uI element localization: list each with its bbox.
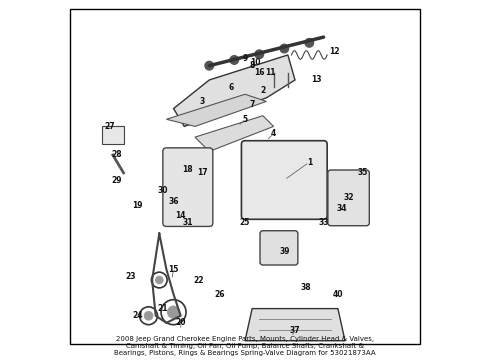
Circle shape xyxy=(280,44,289,53)
Circle shape xyxy=(167,306,180,319)
Text: 28: 28 xyxy=(111,150,122,159)
Text: 8: 8 xyxy=(249,61,255,70)
Text: 3: 3 xyxy=(199,97,205,106)
Text: 26: 26 xyxy=(215,290,225,299)
Circle shape xyxy=(205,62,214,70)
Text: 2: 2 xyxy=(260,86,266,95)
Text: 34: 34 xyxy=(336,204,347,213)
Text: 7: 7 xyxy=(249,100,255,109)
Text: 40: 40 xyxy=(333,290,343,299)
Text: 21: 21 xyxy=(158,304,168,313)
Text: 15: 15 xyxy=(169,265,179,274)
Polygon shape xyxy=(167,94,267,126)
Text: 6: 6 xyxy=(228,83,233,92)
Polygon shape xyxy=(245,309,345,341)
Text: 37: 37 xyxy=(290,325,300,334)
FancyBboxPatch shape xyxy=(328,170,369,226)
FancyBboxPatch shape xyxy=(242,141,327,219)
Circle shape xyxy=(305,39,314,47)
Text: 12: 12 xyxy=(329,47,340,56)
Text: 33: 33 xyxy=(318,219,329,228)
Circle shape xyxy=(144,311,153,320)
Text: 22: 22 xyxy=(194,275,204,284)
Text: 31: 31 xyxy=(183,219,193,228)
FancyBboxPatch shape xyxy=(163,148,213,226)
Text: 32: 32 xyxy=(343,193,354,202)
FancyBboxPatch shape xyxy=(102,126,123,144)
Text: 25: 25 xyxy=(240,219,250,228)
FancyBboxPatch shape xyxy=(70,9,420,344)
Text: 17: 17 xyxy=(197,168,207,177)
Text: 24: 24 xyxy=(133,311,143,320)
Text: 14: 14 xyxy=(175,211,186,220)
FancyBboxPatch shape xyxy=(260,231,298,265)
Text: 30: 30 xyxy=(158,186,168,195)
Text: 2008 Jeep Grand Cherokee Engine Parts, Mounts, Cylinder Head & Valves,
Camshaft : 2008 Jeep Grand Cherokee Engine Parts, M… xyxy=(114,336,376,356)
Text: 20: 20 xyxy=(175,318,186,327)
Circle shape xyxy=(255,50,264,59)
Text: 39: 39 xyxy=(279,247,290,256)
Text: 35: 35 xyxy=(358,168,368,177)
Text: 23: 23 xyxy=(125,272,136,281)
Text: 29: 29 xyxy=(111,176,122,185)
Circle shape xyxy=(230,56,239,64)
Text: 13: 13 xyxy=(311,76,322,85)
Polygon shape xyxy=(195,116,273,152)
Text: 27: 27 xyxy=(104,122,115,131)
Text: 19: 19 xyxy=(133,201,143,210)
Text: 9: 9 xyxy=(243,54,247,63)
Text: 10: 10 xyxy=(250,58,261,67)
Text: 5: 5 xyxy=(243,115,247,124)
Text: 11: 11 xyxy=(265,68,275,77)
Text: 16: 16 xyxy=(254,68,265,77)
Text: 38: 38 xyxy=(300,283,311,292)
Text: 1: 1 xyxy=(307,158,312,167)
Circle shape xyxy=(155,276,163,284)
Text: 36: 36 xyxy=(168,197,179,206)
Text: 4: 4 xyxy=(271,129,276,138)
Text: 18: 18 xyxy=(183,165,193,174)
Polygon shape xyxy=(173,55,295,126)
